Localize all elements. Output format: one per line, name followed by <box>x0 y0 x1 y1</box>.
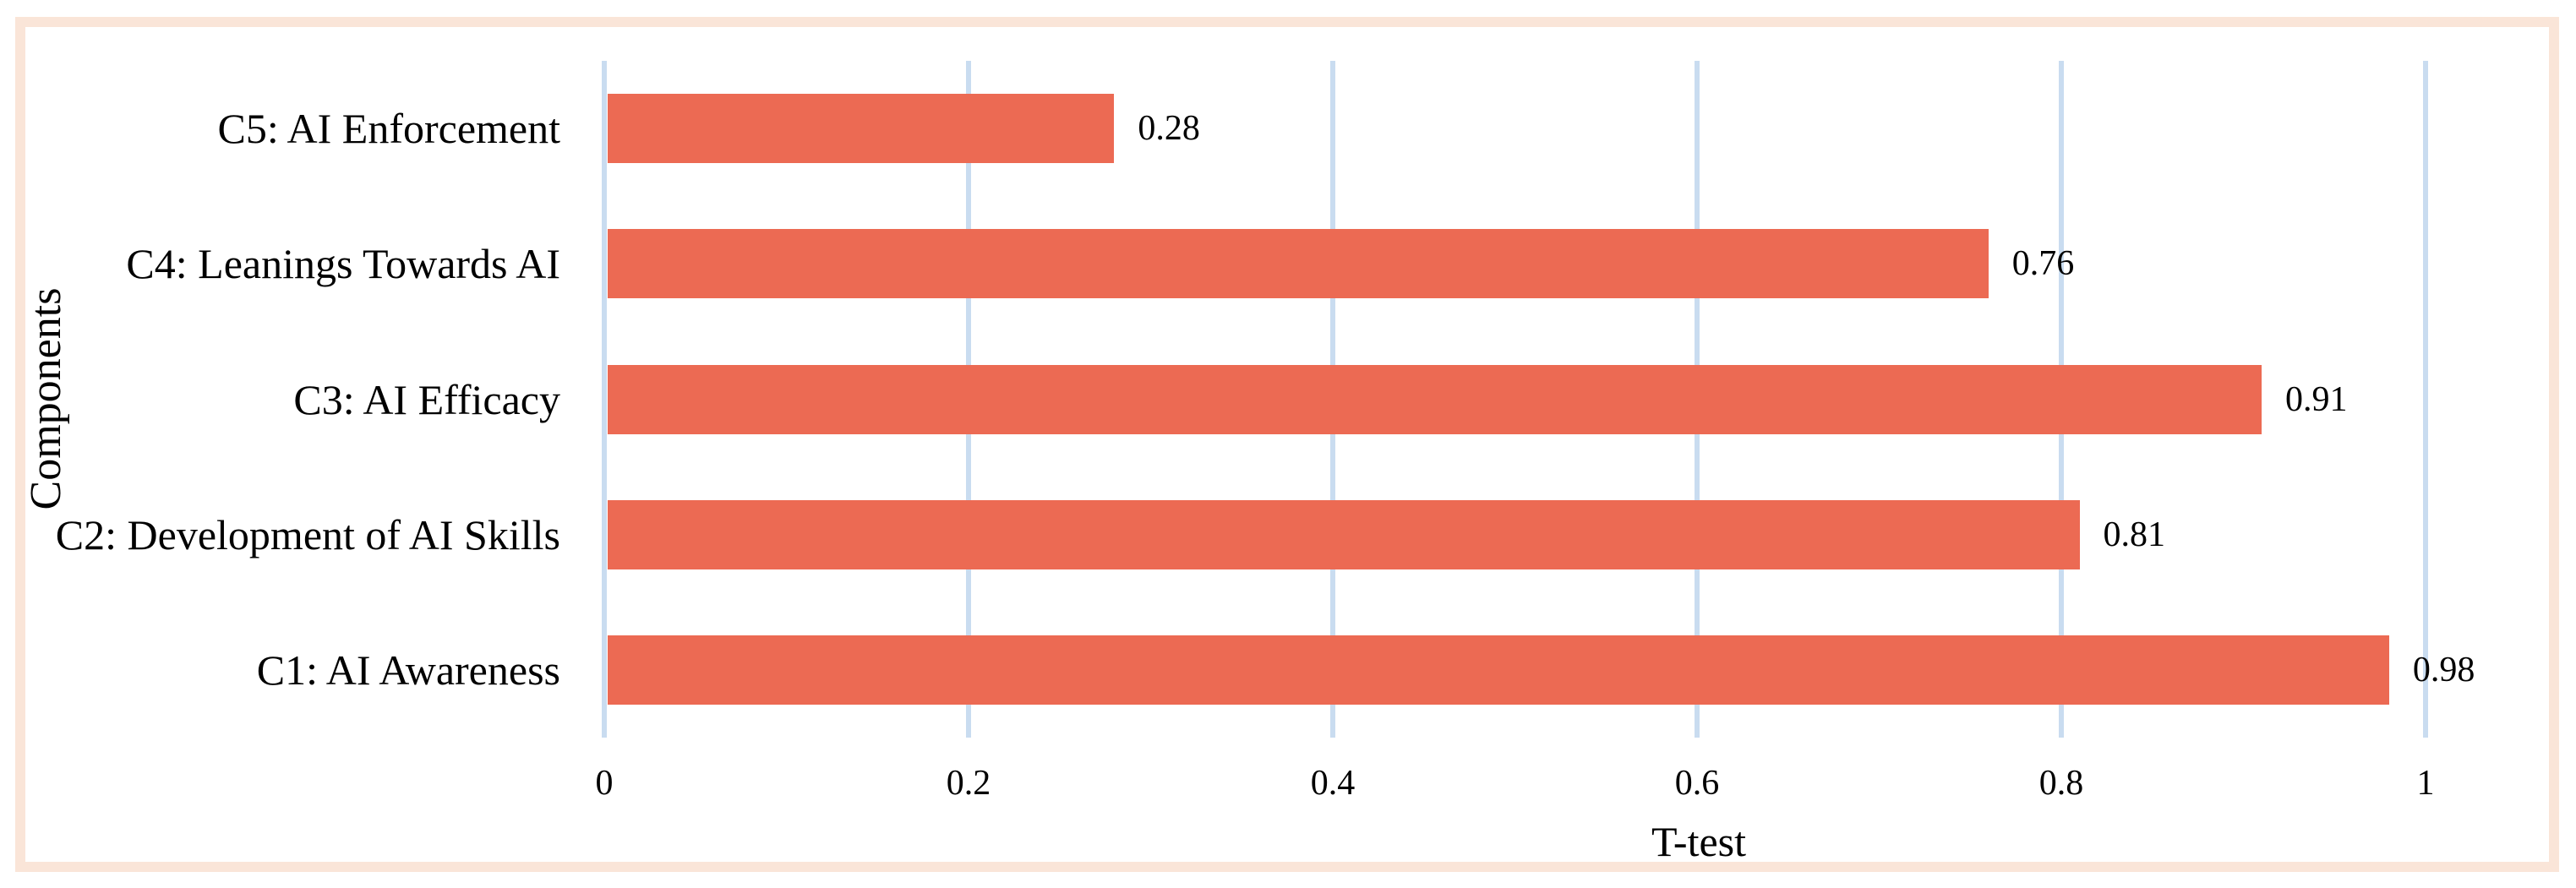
x-tick-label: 0.2 <box>946 764 991 803</box>
x-tick-label: 0.8 <box>2038 764 2084 803</box>
bar <box>608 499 2080 569</box>
value-label: 0.28 <box>1138 109 1200 149</box>
x-tick-label: 0.4 <box>1310 764 1356 803</box>
plot-area: 0.28 0.76 0.91 0.81 0.98 <box>602 61 2475 738</box>
x-tick-label: 0 <box>595 764 614 803</box>
value-label: 0.76 <box>2011 244 2075 284</box>
x-axis-title: T-test <box>1651 818 1747 865</box>
bar <box>608 229 1989 299</box>
category-label: C2: Development of AI Skills <box>55 510 560 558</box>
category-label: C4: Leanings Towards AI <box>126 240 560 288</box>
value-label: 0.91 <box>2285 379 2348 419</box>
y-axis-line <box>602 61 607 738</box>
bar <box>608 635 2389 705</box>
category-label: C1: AI Awareness <box>256 646 560 694</box>
x-tick-label: 1 <box>2416 764 2435 803</box>
x-tick-label: 0.6 <box>1674 764 1720 803</box>
x-axis-ticks: 0 0.2 0.4 0.6 0.8 1 <box>596 764 2435 808</box>
value-label: 0.98 <box>2412 650 2475 689</box>
value-label: 0.81 <box>2103 515 2166 554</box>
category-label: C3: AI Efficacy <box>293 375 560 423</box>
bar <box>608 94 1115 164</box>
bar <box>608 364 2262 434</box>
chart-frame <box>15 17 2559 872</box>
gridline <box>2423 61 2428 738</box>
category-label: C5: AI Enforcement <box>217 105 560 153</box>
category-axis: C5: AI Enforcement C4: Leanings Towards A… <box>0 61 560 738</box>
